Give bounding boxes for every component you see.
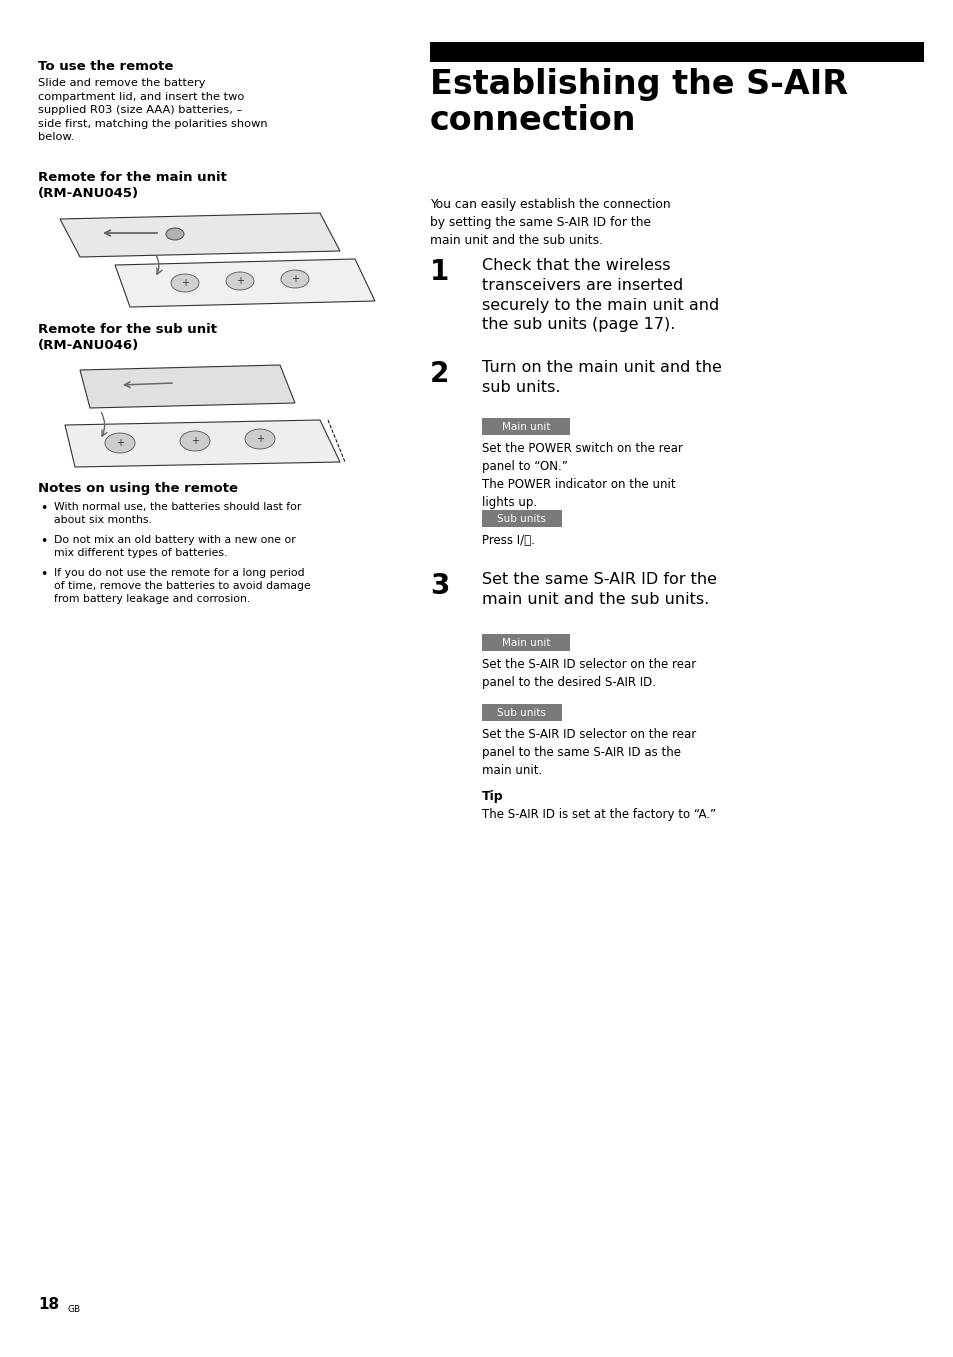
Polygon shape [80, 365, 294, 408]
Text: Set the S-AIR ID selector on the rear
panel to the same S-AIR ID as the
main uni: Set the S-AIR ID selector on the rear pa… [481, 727, 696, 778]
Polygon shape [115, 259, 375, 307]
Text: The S-AIR ID is set at the factory to “A.”: The S-AIR ID is set at the factory to “A… [481, 807, 716, 821]
Text: •: • [40, 502, 48, 516]
Text: •: • [40, 569, 48, 581]
Text: +: + [191, 436, 199, 446]
Text: You can easily establish the connection
by setting the same S-AIR ID for the
mai: You can easily establish the connection … [430, 198, 670, 247]
Text: +: + [181, 278, 189, 288]
Bar [481, 634, 569, 651]
Text: 2: 2 [430, 360, 449, 388]
Text: +: + [255, 434, 264, 444]
Text: Slide and remove the battery
compartment lid, and insert the two
supplied R03 (s: Slide and remove the battery compartment… [38, 77, 268, 142]
Text: Tip: Tip [481, 790, 503, 803]
Text: Remote for the main unit
(RM-ANU045): Remote for the main unit (RM-ANU045) [38, 171, 227, 199]
Ellipse shape [245, 429, 274, 449]
Text: With normal use, the batteries should last for
about six months.: With normal use, the batteries should la… [54, 502, 301, 525]
Text: Sub units: Sub units [497, 707, 546, 718]
Bar [481, 418, 569, 436]
Text: To use the remote: To use the remote [38, 60, 173, 73]
Ellipse shape [226, 271, 253, 290]
Text: 1: 1 [430, 258, 449, 286]
Text: Turn on the main unit and the
sub units.: Turn on the main unit and the sub units. [481, 360, 721, 395]
Polygon shape [60, 213, 339, 256]
Text: Sub units: Sub units [497, 513, 546, 524]
Text: Main unit: Main unit [501, 422, 550, 432]
Text: 3: 3 [430, 573, 449, 600]
Ellipse shape [180, 432, 210, 451]
Bar [430, 42, 923, 62]
Text: Set the same S-AIR ID for the
main unit and the sub units.: Set the same S-AIR ID for the main unit … [481, 573, 717, 607]
Text: +: + [235, 275, 244, 286]
Ellipse shape [281, 270, 309, 288]
Ellipse shape [171, 274, 199, 292]
Bar [481, 704, 561, 721]
Ellipse shape [166, 228, 184, 240]
Text: +: + [291, 274, 298, 284]
Text: Check that the wireless
transceivers are inserted
securely to the main unit and
: Check that the wireless transceivers are… [481, 258, 719, 332]
Ellipse shape [105, 433, 135, 453]
Text: 18: 18 [38, 1297, 59, 1312]
Text: Notes on using the remote: Notes on using the remote [38, 482, 237, 495]
Text: Establishing the S-AIR
connection: Establishing the S-AIR connection [430, 68, 847, 137]
Text: Remote for the sub unit
(RM-ANU046): Remote for the sub unit (RM-ANU046) [38, 323, 216, 351]
Text: Do not mix an old battery with a new one or
mix different types of batteries.: Do not mix an old battery with a new one… [54, 535, 295, 558]
Text: If you do not use the remote for a long period
of time, remove the batteries to : If you do not use the remote for a long … [54, 569, 311, 604]
Text: GB: GB [68, 1305, 81, 1314]
Text: •: • [40, 535, 48, 548]
Text: Set the POWER switch on the rear
panel to “ON.”
The POWER indicator on the unit
: Set the POWER switch on the rear panel t… [481, 442, 682, 509]
Bar [481, 510, 561, 527]
Text: +: + [116, 438, 124, 448]
Polygon shape [65, 421, 339, 467]
Text: Set the S-AIR ID selector on the rear
panel to the desired S-AIR ID.: Set the S-AIR ID selector on the rear pa… [481, 658, 696, 689]
Text: Main unit: Main unit [501, 638, 550, 647]
Text: Press I/⏻.: Press I/⏻. [481, 535, 535, 547]
